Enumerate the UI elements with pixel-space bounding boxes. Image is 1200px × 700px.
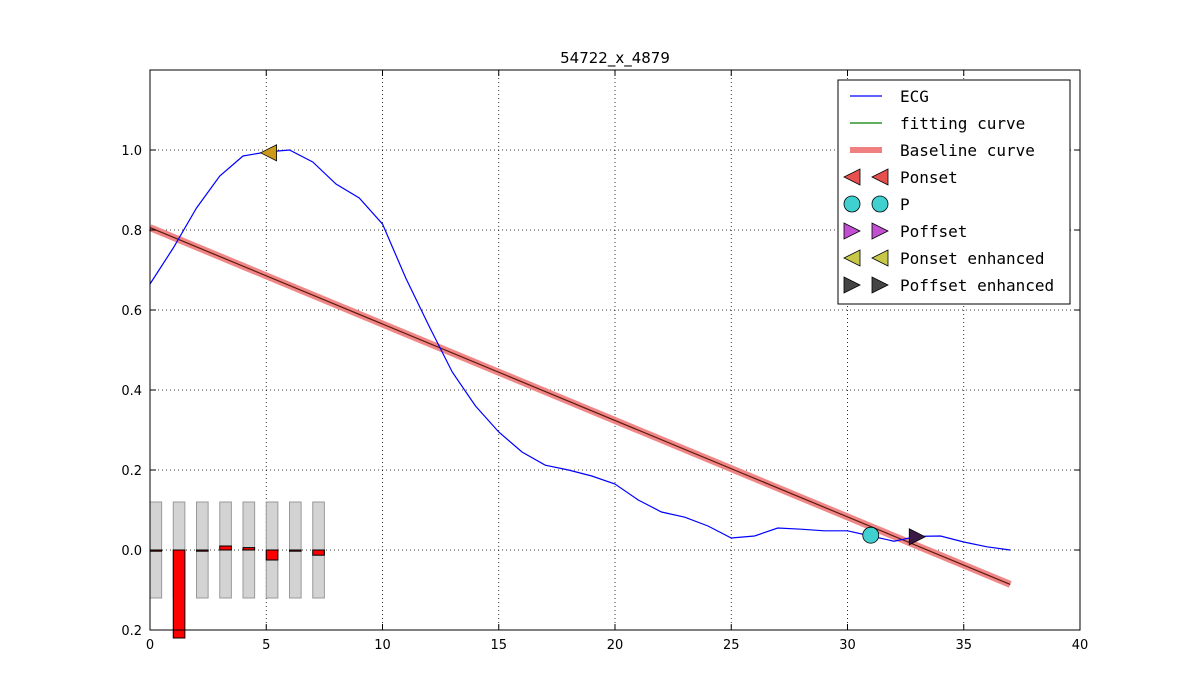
y-tick-label: 0.2: [121, 464, 142, 479]
inset-bars: [149, 501, 325, 639]
p-marker: [862, 526, 880, 544]
legend-ponset-enhanced-label: Ponset enhanced: [900, 249, 1045, 268]
poffset-enhanced-marker: [908, 528, 927, 546]
legend-p-swatch: [871, 195, 889, 213]
legend-p-swatch: [843, 195, 861, 213]
y-tick-label: 0.4: [121, 384, 142, 399]
chart-title: 54722_x_4879: [560, 49, 670, 68]
marker-layer: [259, 144, 927, 546]
legend-baseline-curve-label: Baseline curve: [900, 141, 1035, 160]
grid-layer: [150, 70, 1080, 630]
inset-bar: [312, 549, 325, 556]
legend-poffset-label: Poffset: [900, 222, 967, 241]
x-tick-label: 35: [955, 638, 972, 653]
legend-ponset-swatch: [871, 168, 889, 186]
inset-bar: [196, 549, 209, 552]
inset-bar: [289, 549, 302, 552]
x-tick-label: 0: [146, 638, 154, 653]
tick-layer: 0 5 10 15 20 25 30 35 40 0.2 0.0 0.2 0.4 0.6 0.8 1.0: [121, 70, 1088, 653]
legend-poffset-enhanced-swatch: [871, 276, 889, 294]
legend-poffset-enhanced-swatch: [843, 276, 861, 294]
legend-p-label: P: [900, 195, 910, 214]
x-tick-label: 30: [839, 638, 856, 653]
y-tick-label: 0.2: [121, 624, 142, 639]
x-tick-label: 10: [374, 638, 391, 653]
y-tick-label: 0.8: [121, 224, 142, 239]
legend-ponset-enhanced-swatch: [843, 249, 861, 267]
x-tick-label: 25: [723, 638, 740, 653]
y-tick-label: 1.0: [121, 144, 142, 159]
inset-bar: [219, 545, 232, 551]
inset-bar: [265, 549, 279, 561]
legend: ECG fitting curve Baseline curve Ponset P Pof…: [837, 79, 1071, 305]
x-tick-label: 40: [1072, 638, 1089, 653]
legend-poffset-swatch: [843, 222, 861, 240]
inset-bar: [242, 547, 256, 551]
legend-box: [837, 79, 1071, 305]
fitting-curve-line: [149, 227, 1011, 585]
ponset-enhanced-marker: [259, 144, 277, 162]
legend-poffset-enhanced-label: Poffset enhanced: [900, 276, 1054, 295]
legend-fitting-curve-label: fitting curve: [900, 114, 1025, 133]
legend-ecg-label: ECG: [900, 87, 929, 106]
x-tick-label: 15: [490, 638, 507, 653]
inset-bar: [172, 549, 186, 639]
x-tick-label: 20: [607, 638, 624, 653]
x-tick-label: 5: [262, 638, 270, 653]
y-tick-label: 0.6: [121, 304, 142, 319]
legend-ponset-label: Ponset: [900, 168, 958, 187]
legend-ponset-swatch: [843, 168, 861, 186]
legend-ponset-enhanced-swatch: [871, 249, 889, 267]
y-tick-label: 0.0: [121, 544, 142, 559]
legend-poffset-swatch: [871, 222, 889, 240]
